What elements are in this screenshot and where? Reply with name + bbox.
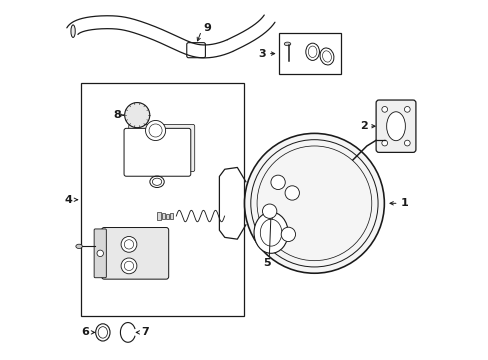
FancyBboxPatch shape (94, 229, 106, 278)
Text: 4: 4 (65, 195, 73, 205)
FancyBboxPatch shape (186, 42, 205, 58)
Text: 1: 1 (399, 198, 407, 208)
Bar (278, 33, 341, 74)
Circle shape (381, 140, 387, 146)
Circle shape (270, 175, 285, 189)
Text: 5: 5 (263, 258, 271, 268)
Text: 6: 6 (81, 327, 89, 337)
Ellipse shape (71, 25, 75, 37)
Text: 9: 9 (203, 23, 210, 33)
FancyBboxPatch shape (124, 129, 190, 176)
Circle shape (404, 140, 409, 146)
Circle shape (121, 258, 137, 274)
Text: 7: 7 (141, 327, 149, 337)
Bar (81, 83, 244, 316)
Bar (166, 213, 168, 219)
Circle shape (262, 204, 276, 219)
Circle shape (285, 186, 299, 200)
Text: 2: 2 (359, 121, 367, 131)
Circle shape (381, 107, 387, 112)
Circle shape (124, 103, 149, 128)
Bar (156, 212, 161, 220)
Circle shape (404, 107, 409, 112)
Ellipse shape (284, 42, 290, 46)
Circle shape (97, 250, 103, 257)
Circle shape (281, 227, 295, 242)
FancyBboxPatch shape (102, 228, 168, 279)
Text: 3: 3 (258, 49, 265, 59)
Ellipse shape (386, 112, 405, 141)
Bar (169, 213, 173, 220)
Bar (162, 213, 165, 219)
FancyBboxPatch shape (128, 125, 194, 172)
Text: 8: 8 (113, 110, 121, 120)
FancyBboxPatch shape (375, 100, 415, 152)
Ellipse shape (76, 244, 82, 248)
Ellipse shape (254, 212, 287, 253)
Circle shape (145, 121, 165, 140)
Circle shape (121, 237, 137, 252)
Circle shape (244, 134, 384, 273)
